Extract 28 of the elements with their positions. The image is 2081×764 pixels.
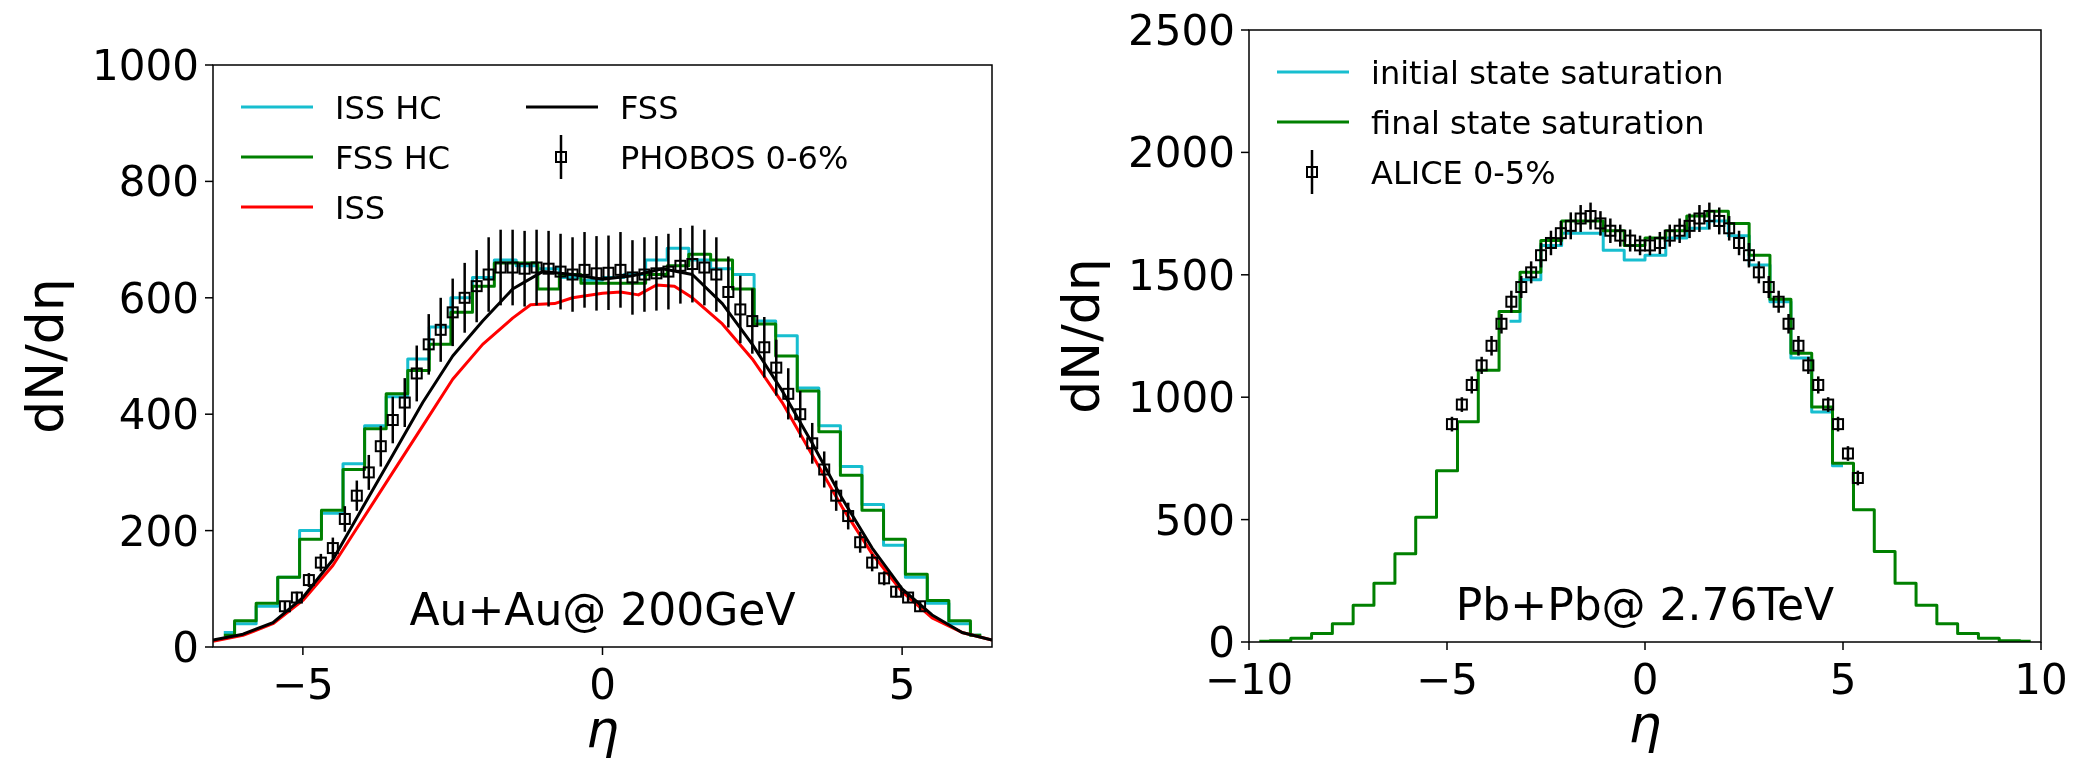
x-tick-label: 5: [1829, 655, 1857, 704]
y-tick-label: 800: [118, 157, 199, 207]
legend-label: ALICE 0-5%: [1371, 154, 1556, 192]
y-tick-label: 2000: [1128, 128, 1235, 178]
legend-label: FSS: [620, 89, 679, 127]
legend-label: initial state saturation: [1371, 54, 1724, 92]
x-tick-label: 10: [2014, 655, 2068, 704]
y-tick-label: 2500: [1128, 6, 1235, 55]
legend-label: ISS HC: [335, 89, 442, 127]
legend-label: final state saturation: [1371, 104, 1705, 142]
legend-label: PHOBOS 0-6%: [620, 139, 849, 177]
y-tick-label: 200: [118, 506, 199, 556]
annotation: Au+Au@ 200GeV: [409, 584, 796, 635]
y-tick-label: 500: [1154, 495, 1235, 545]
y-tick-label: 1000: [1128, 373, 1235, 423]
legend-label: ISS: [335, 189, 386, 227]
x-tick-label: −5: [1416, 655, 1478, 704]
y-axis-title: dN/dη: [1051, 258, 1111, 414]
x-tick-label: −5: [271, 660, 334, 709]
x-tick-label: 5: [888, 660, 916, 709]
y-tick-label: 1500: [1128, 250, 1235, 300]
y-tick-label: 1000: [92, 41, 199, 90]
annotation: Pb+Pb@ 2.76TeV: [1455, 579, 1835, 630]
legend-label: FSS HC: [335, 139, 451, 177]
y-tick-label: 600: [118, 273, 199, 323]
y-axis-title: dN/dη: [15, 278, 75, 434]
y-tick-label: 0: [172, 623, 199, 672]
y-tick-label: 400: [118, 390, 199, 440]
